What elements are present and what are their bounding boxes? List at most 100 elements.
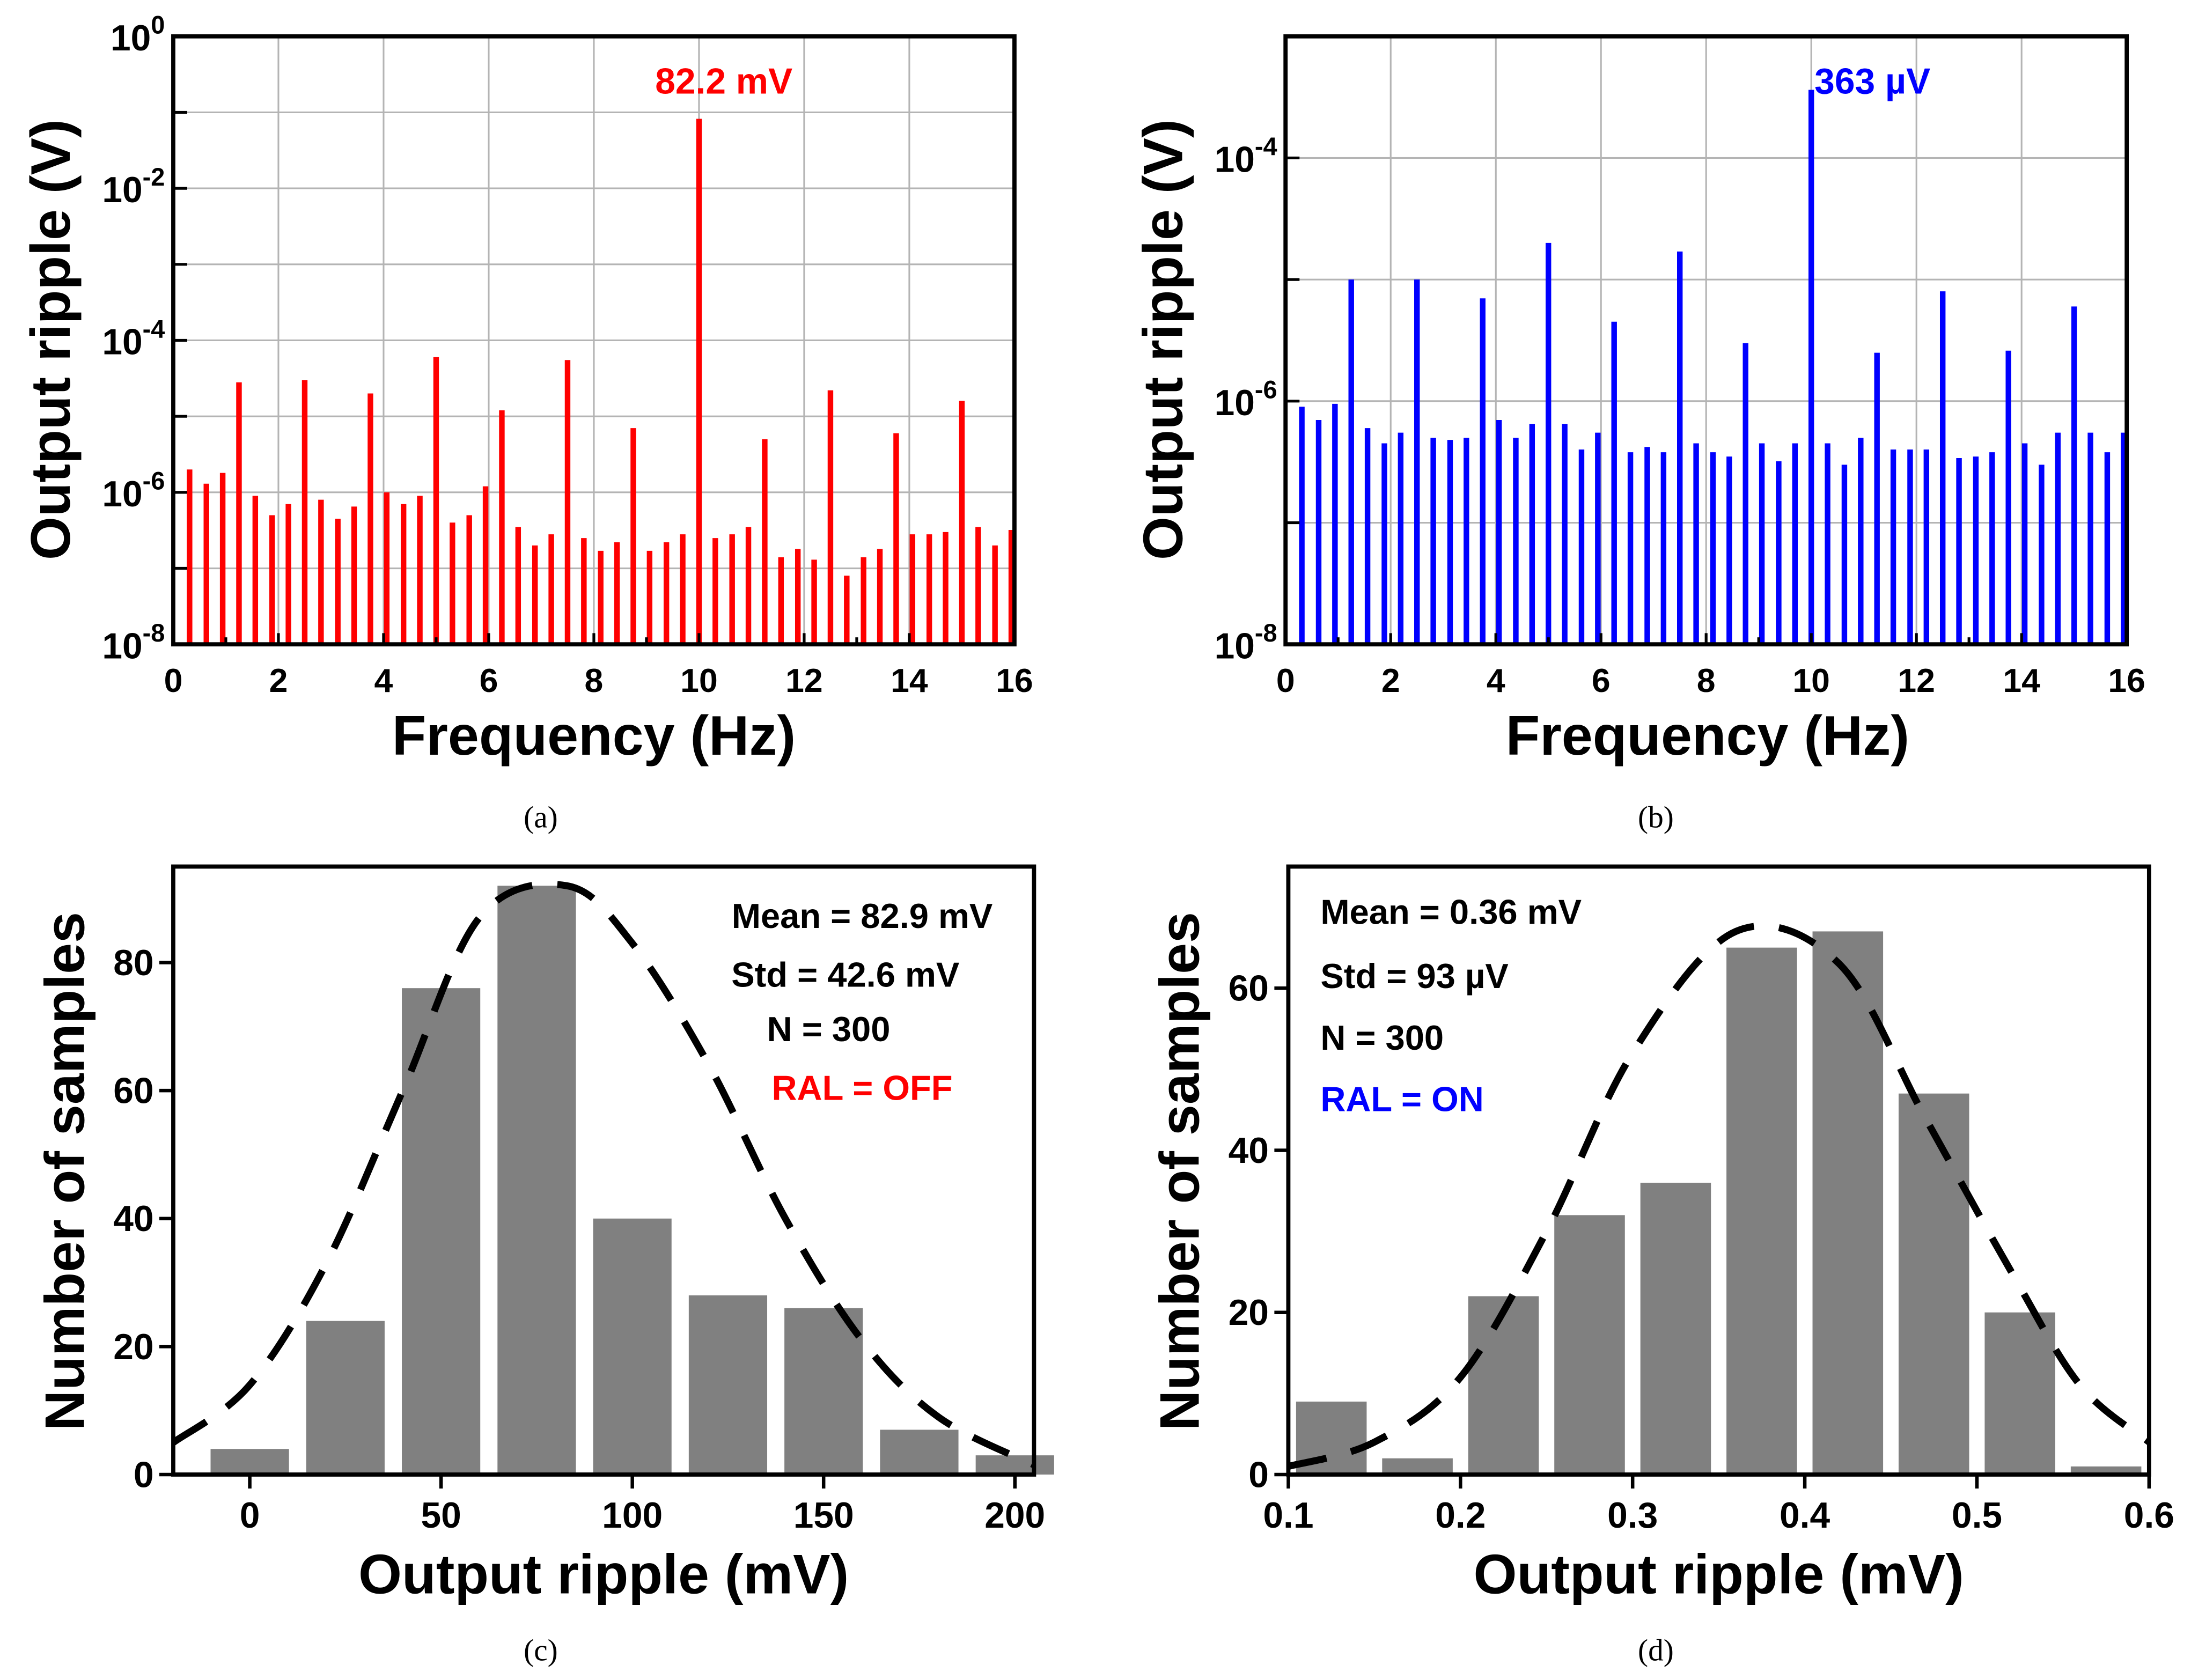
panel-d-caption: (d) — [1638, 1634, 1674, 1668]
y-tick-label: 10-4 — [102, 315, 165, 362]
x-tick-label: 0.5 — [1952, 1495, 2002, 1536]
histogram-bar — [1726, 947, 1797, 1475]
x-tick-label: 12 — [785, 662, 823, 699]
x-tick-label: 10 — [1792, 662, 1830, 699]
panel-c-caption: (c) — [524, 1634, 558, 1668]
panel-b-bars — [1299, 90, 2127, 645]
panel-d-axis-ticks — [1274, 986, 2151, 1489]
panel-c-bars — [210, 886, 1054, 1475]
panel-d-xtick-labels: 0.1 0.2 0.3 0.4 0.5 0.6 — [1263, 1495, 2174, 1536]
y-tick-exponent: -2 — [143, 163, 165, 191]
y-tick-label: 20 — [1229, 1293, 1269, 1333]
y-tick-label: 10-6 — [102, 467, 165, 514]
panel-b-x-label: Frequency (Hz) — [1506, 705, 1909, 767]
histogram-bar — [880, 1430, 959, 1475]
y-tick-base: 10 — [1215, 139, 1255, 180]
panel-a-caption: (a) — [524, 801, 558, 835]
x-tick-label: 6 — [1592, 662, 1611, 699]
panel-c-std-label: Std = 42.6 mV — [731, 955, 959, 994]
panel-d-y-label: Number of samples — [1149, 912, 1211, 1431]
panel-a-bars — [187, 119, 1014, 645]
x-tick-label: 4 — [374, 662, 393, 699]
x-tick-label: 0 — [240, 1495, 260, 1536]
panel-c-ytick-labels: 0 20 40 60 80 — [113, 943, 153, 1495]
panel-b-y-label: Output ripple (V) — [1133, 119, 1195, 560]
x-tick-label: 6 — [480, 662, 498, 699]
x-tick-label: 2 — [269, 662, 288, 699]
panel-c-y-label: Number of samples — [34, 912, 96, 1431]
y-tick-base: 10 — [102, 322, 142, 363]
panel-a-grid — [172, 35, 1016, 645]
panel-d-n-label: N = 300 — [1320, 1018, 1444, 1057]
panel-b-xtick-labels: 0 2 4 6 8 10 12 14 16 — [1276, 662, 2145, 699]
panel-a-axis-ticks — [172, 35, 1016, 646]
y-tick-base: 10 — [1215, 626, 1255, 666]
panel-c-n-label: N = 300 — [767, 1010, 891, 1049]
y-tick-label: 60 — [1229, 969, 1269, 1009]
y-tick-exponent: -8 — [1255, 619, 1277, 647]
x-tick-label: 12 — [1898, 662, 1935, 699]
y-tick-base: 10 — [111, 18, 151, 58]
panel-d-frame — [1286, 864, 2151, 1477]
histogram-bar — [1640, 1182, 1711, 1475]
histogram-bar — [1812, 931, 1884, 1475]
x-tick-label: 8 — [1697, 662, 1716, 699]
panel-b-grid — [1284, 35, 2128, 645]
histogram-bar — [1382, 1458, 1453, 1475]
panel-a-x-label: Frequency (Hz) — [392, 705, 796, 767]
histogram-bar — [1898, 1093, 1969, 1475]
y-tick-label: 10-8 — [102, 619, 165, 666]
y-tick-exponent: -6 — [1255, 376, 1277, 404]
x-tick-label: 16 — [2108, 662, 2145, 699]
x-tick-label: 50 — [421, 1495, 461, 1536]
panel-d-x-label: Output ripple (mV) — [1474, 1543, 1964, 1605]
panel-b-caption: (b) — [1638, 801, 1674, 835]
y-tick-label: 80 — [113, 943, 153, 983]
panel-c: 0 50 100 150 200 0 20 40 60 80 Output ripple (mV… — [34, 864, 1054, 1668]
histogram-bar — [210, 1449, 289, 1475]
panel-c-mean-label: Mean = 82.9 mV — [732, 896, 993, 935]
x-tick-label: 0.4 — [1780, 1495, 1830, 1536]
x-tick-label: 2 — [1381, 662, 1400, 699]
y-tick-exponent: -8 — [143, 619, 165, 647]
panel-d-normal-fit — [1287, 922, 2152, 1470]
y-tick-base: 10 — [1215, 383, 1255, 423]
x-tick-label: 0.6 — [2124, 1495, 2174, 1536]
x-tick-label: 8 — [585, 662, 604, 699]
panel-d-std-label: Std = 93 µV — [1320, 956, 1508, 996]
x-tick-label: 16 — [996, 662, 1033, 699]
panel-b-ytick-labels: 10-810-610-4 — [1215, 132, 1277, 666]
panel-c-frame — [171, 864, 1036, 1477]
panel-d-ytick-labels: 0 20 40 60 — [1229, 969, 1269, 1495]
y-tick-base: 10 — [102, 474, 142, 514]
y-tick-label: 10-2 — [102, 163, 165, 210]
y-tick-exponent: -6 — [143, 467, 165, 495]
x-tick-label: 150 — [793, 1495, 854, 1536]
histogram-bar — [306, 1321, 385, 1475]
x-tick-label: 0 — [1276, 662, 1295, 699]
panel-c-x-label: Output ripple (mV) — [358, 1543, 849, 1605]
y-tick-base: 10 — [102, 626, 142, 666]
panel-b-peak-label: 363 µV — [1814, 62, 1930, 102]
x-tick-label: 0 — [164, 662, 183, 699]
panel-b-axis-ticks — [1284, 35, 2128, 646]
histogram-bar — [1984, 1312, 2055, 1475]
x-tick-label: 14 — [2003, 662, 2040, 699]
x-tick-label: 100 — [602, 1495, 663, 1536]
y-tick-label: 10-6 — [1215, 376, 1277, 423]
histogram-bar — [593, 1218, 672, 1475]
panel-d-bars — [1296, 931, 2142, 1475]
x-tick-label: 0.2 — [1435, 1495, 1486, 1536]
x-tick-label: 0.3 — [1607, 1495, 1658, 1536]
panel-d-ral-label: RAL = ON — [1320, 1079, 1483, 1118]
histogram-bar — [1554, 1215, 1625, 1475]
x-tick-label: 14 — [891, 662, 928, 699]
y-tick-label: 60 — [113, 1071, 153, 1111]
x-tick-label: 0.1 — [1263, 1495, 1313, 1536]
histogram-bar — [975, 1455, 1054, 1475]
x-tick-label: 10 — [680, 662, 718, 699]
histogram-bar — [1468, 1296, 1539, 1475]
